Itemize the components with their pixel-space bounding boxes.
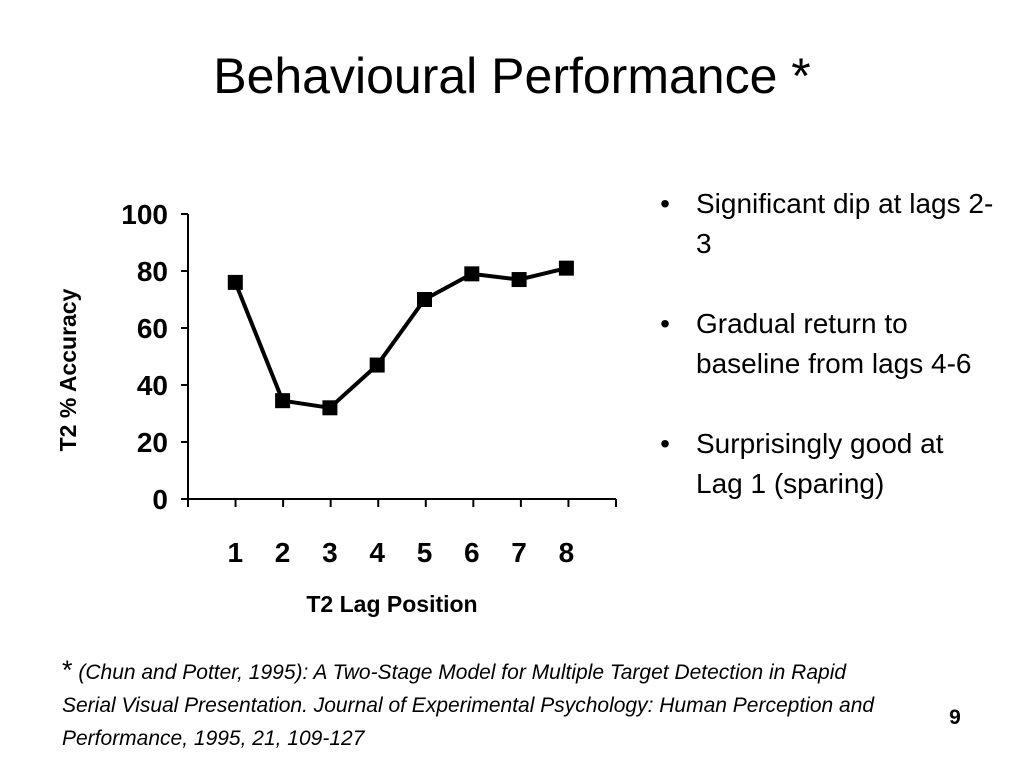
x-tick-label: 6 — [464, 537, 480, 568]
series-layer — [227, 260, 574, 416]
x-tick-label: 7 — [511, 537, 527, 568]
x-tick-label: 3 — [322, 537, 338, 568]
series-line — [233, 266, 567, 410]
bullet-item: • Gradual return to baseline from lags 4… — [655, 304, 995, 384]
x-tick-label: 1 — [228, 537, 244, 568]
x-axis-title: T2 Lag Position — [306, 591, 477, 617]
bullet-item: • Surprisingly good at Lag 1 (sparing) — [655, 424, 995, 504]
bullet-dot-icon: • — [660, 308, 670, 339]
x-tick-label: 4 — [369, 537, 385, 568]
data-point-marker — [464, 266, 480, 282]
y-tick-label: 40 — [137, 370, 168, 401]
bullet-dot-icon: • — [660, 428, 670, 459]
data-point-marker — [227, 274, 243, 290]
data-point-marker — [322, 400, 338, 416]
data-point-marker — [511, 272, 527, 288]
footnote-text: (Chun and Potter, 1995): A Two-Stage Mod… — [62, 661, 875, 750]
bullet-item: • Significant dip at lags 2-3 — [655, 184, 995, 264]
footnote-asterisk: * — [62, 655, 73, 685]
y-tick-label: 100 — [121, 199, 168, 230]
bullet-dot-icon: • — [660, 188, 670, 219]
data-point-marker — [417, 292, 432, 307]
x-tick-label: 8 — [559, 537, 575, 568]
citation-footnote: * (Chun and Potter, 1995): A Two-Stage M… — [62, 654, 892, 755]
slide-number: 9 — [949, 706, 961, 729]
slide-title: Behavioural Performance * — [213, 48, 811, 104]
y-tick-label: 0 — [152, 484, 168, 515]
y-tick-label: 20 — [137, 427, 168, 458]
bullet-list: • Significant dip at lags 2-3 • Gradual … — [655, 184, 995, 544]
y-axis-ticks: 0 20 40 60 80 100 — [121, 199, 188, 515]
bullet-text: Gradual return to baseline from lags 4-6 — [696, 308, 972, 379]
data-point-marker — [275, 393, 291, 409]
bullet-text: Significant dip at lags 2-3 — [696, 188, 994, 259]
bullet-text: Surprisingly good at Lag 1 (sparing) — [696, 428, 944, 499]
data-point-marker — [558, 260, 574, 276]
y-tick-label: 60 — [137, 313, 168, 344]
y-axis-title: T2 % Accuracy — [55, 288, 81, 451]
y-tick-label: 80 — [137, 256, 168, 287]
x-tick-label: 2 — [275, 537, 291, 568]
x-tick-label: 5 — [417, 537, 433, 568]
data-point-marker — [369, 357, 385, 373]
